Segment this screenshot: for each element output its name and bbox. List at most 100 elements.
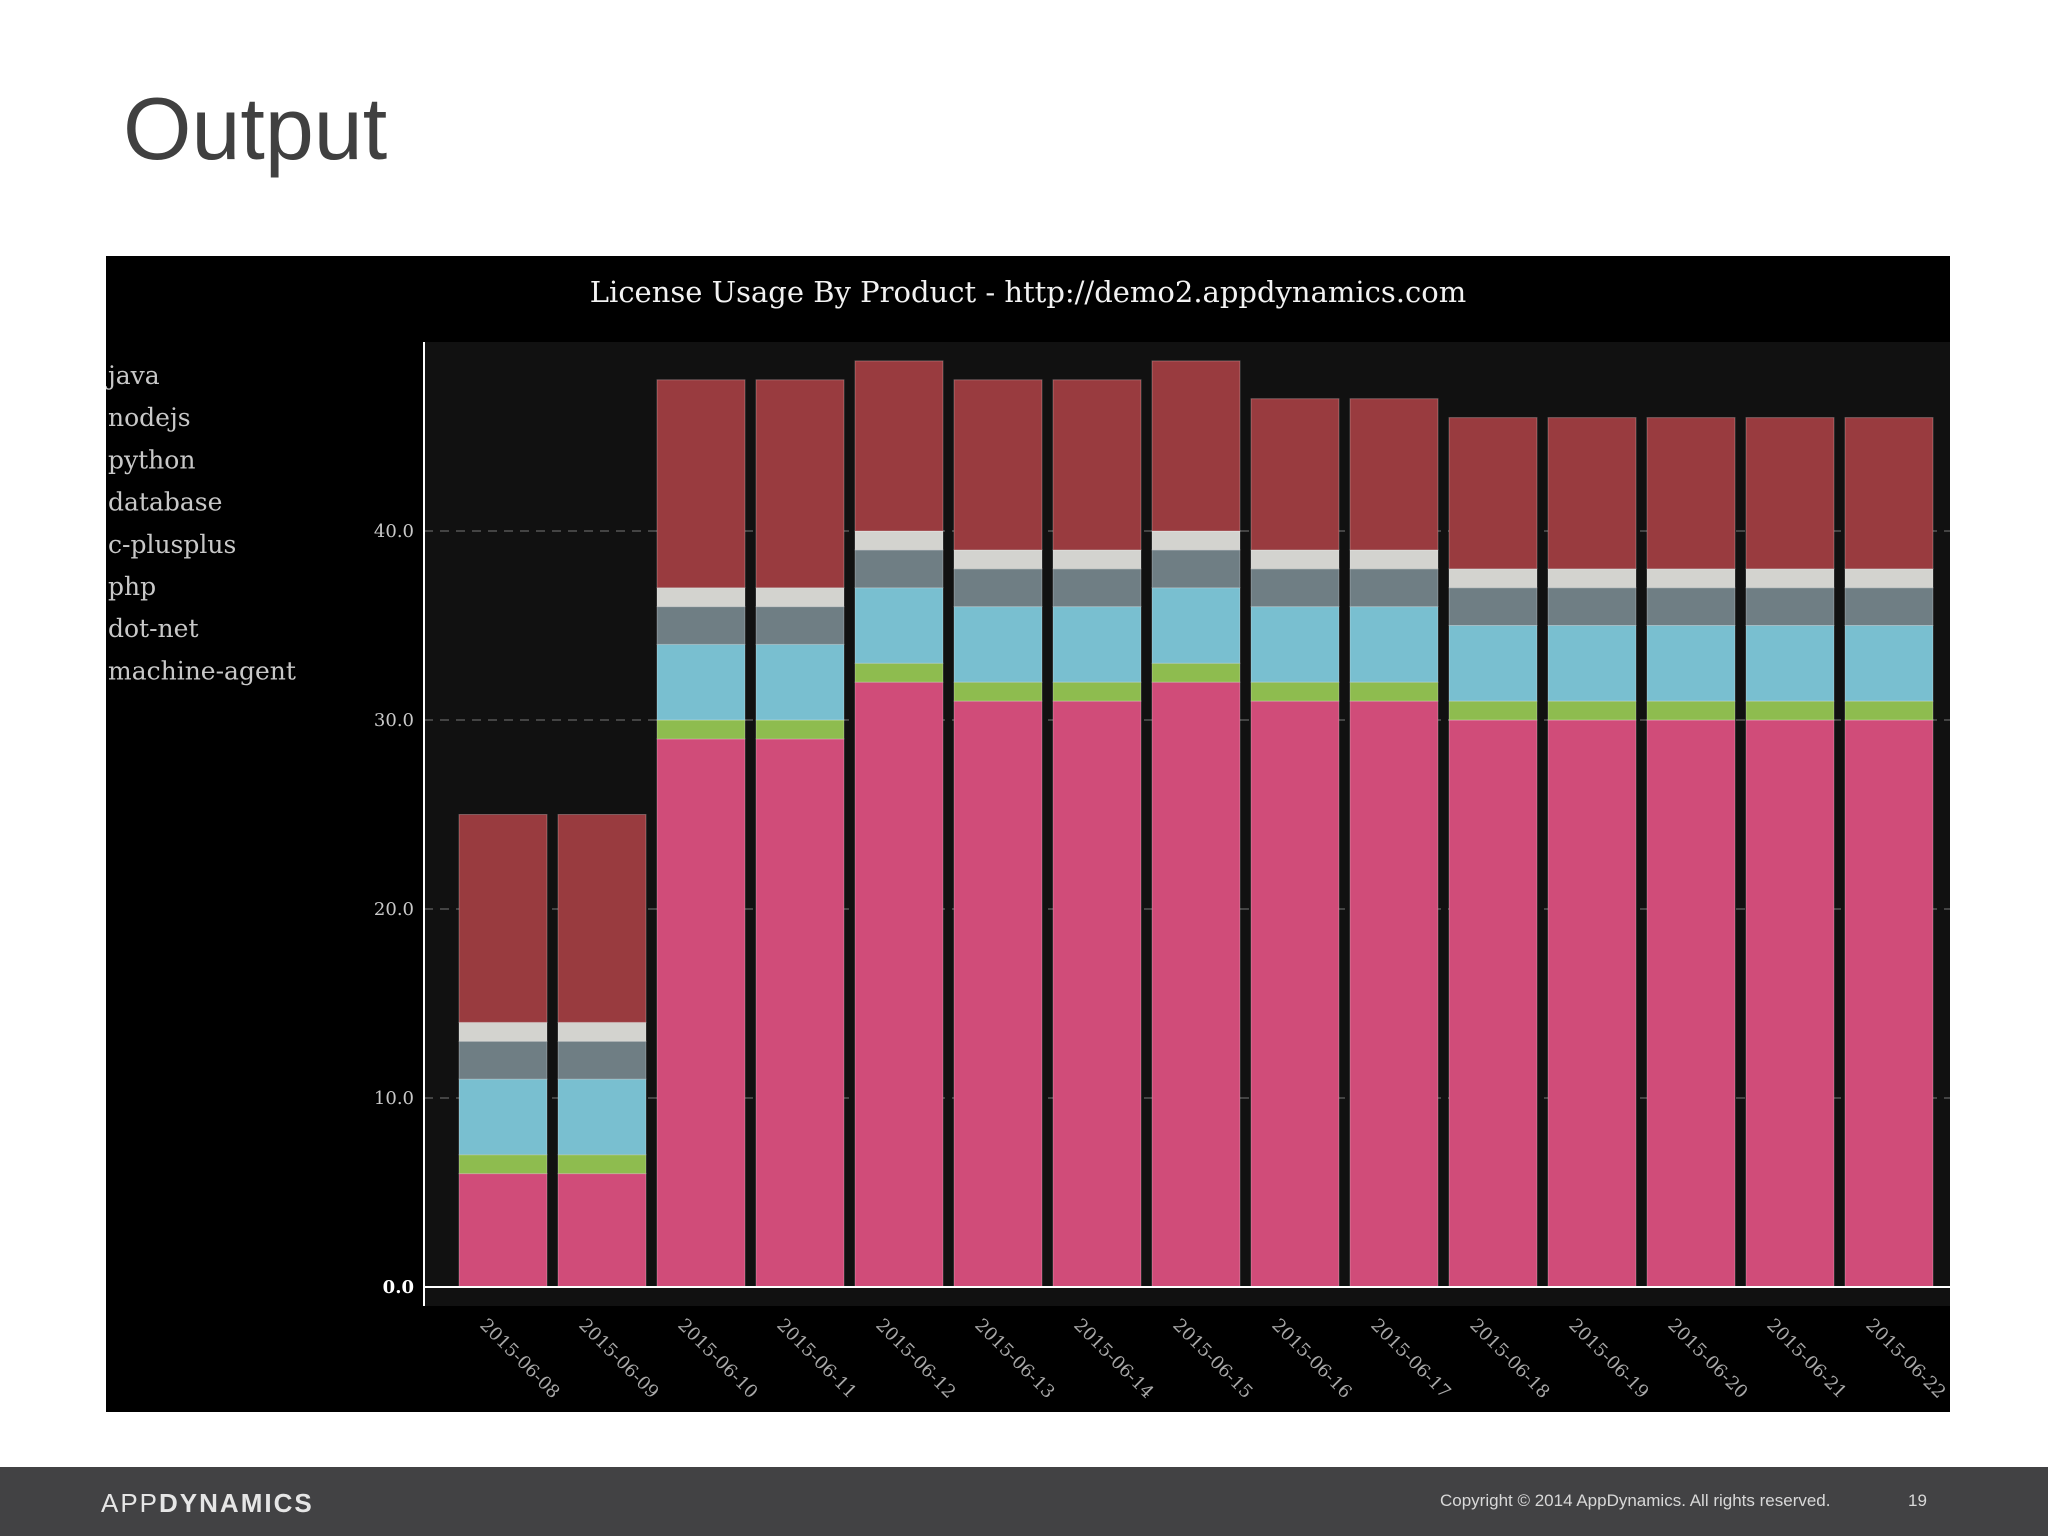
bar-segment-machine-agent	[953, 379, 1043, 551]
bar-segment-database	[1151, 549, 1241, 589]
legend-item-machine-agent: machine-agent	[108, 656, 296, 685]
bar-segment-python	[854, 587, 944, 664]
bar-segment-java	[1448, 719, 1538, 1288]
bar-segment-c-plusplus	[1151, 530, 1241, 551]
logo-text-bold: DYNAMICS	[159, 1488, 314, 1518]
bar-segment-machine-agent	[458, 814, 548, 1023]
bar-segment-machine-agent	[755, 379, 845, 589]
bar-segment-machine-agent	[1547, 417, 1637, 570]
legend-item-php: php	[108, 572, 156, 601]
bar-segment-machine-agent	[1349, 398, 1439, 551]
bar-segment-python	[1448, 625, 1538, 702]
bar-segment-nodejs	[1250, 681, 1340, 702]
bar-segment-machine-agent	[656, 379, 746, 589]
bar-segment-python	[1745, 625, 1835, 702]
bar-segment-machine-agent	[1745, 417, 1835, 570]
y-tick-label: 0.0	[383, 1277, 414, 1298]
bar-segment-c-plusplus	[458, 1021, 548, 1042]
bar-segment-database	[953, 568, 1043, 608]
legend-item-database: database	[108, 488, 222, 517]
y-tick-label: 10.0	[374, 1088, 414, 1109]
bar-segment-nodejs	[1052, 681, 1142, 702]
legend-item-nodejs: nodejs	[108, 403, 191, 432]
bar-segment-java	[1250, 700, 1340, 1288]
bar-segment-database	[656, 606, 746, 645]
bar-segment-nodejs	[1745, 700, 1835, 721]
bar-segment-java	[1349, 700, 1439, 1288]
bar-segment-database	[755, 606, 845, 645]
bar-segment-nodejs	[557, 1154, 647, 1175]
bar-segment-nodejs	[755, 719, 845, 740]
bar-segment-c-plusplus	[755, 587, 845, 608]
bar-segment-c-plusplus	[557, 1021, 647, 1042]
bar-segment-java	[656, 738, 746, 1288]
y-tick-label: 40.0	[374, 521, 414, 542]
footer-bar: APPDYNAMICS Copyright © 2014 AppDynamics…	[0, 1467, 2048, 1536]
bar-segment-python	[458, 1078, 548, 1156]
bar-segment-c-plusplus	[1745, 568, 1835, 589]
bar-segment-java	[458, 1173, 548, 1288]
bar-segment-java	[854, 681, 944, 1288]
bar-segment-python	[1349, 606, 1439, 683]
bar-segment-nodejs	[1349, 681, 1439, 702]
chart-title: License Usage By Product - http://demo2.…	[590, 275, 1466, 309]
bar-segment-c-plusplus	[854, 530, 944, 551]
bar-segment-python	[656, 643, 746, 721]
bar-segment-java	[1844, 719, 1934, 1288]
bar-segment-c-plusplus	[1349, 549, 1439, 570]
bar-segment-nodejs	[458, 1154, 548, 1175]
bar-segment-python	[1052, 606, 1142, 683]
bar-segment-machine-agent	[1151, 360, 1241, 532]
bar-segment-java	[953, 700, 1043, 1288]
bar-segment-java	[1745, 719, 1835, 1288]
bar-segment-machine-agent	[1052, 379, 1142, 551]
license-usage-chart: License Usage By Product - http://demo2.…	[106, 256, 1950, 1412]
bar-segment-java	[1151, 681, 1241, 1288]
y-tick-label: 30.0	[374, 710, 414, 731]
bar-segment-machine-agent	[1646, 417, 1736, 570]
bar-segment-database	[1646, 587, 1736, 627]
bar-segment-machine-agent	[1448, 417, 1538, 570]
legend-item-c-plusplus: c-plusplus	[108, 530, 236, 559]
copyright-text: Copyright © 2014 AppDynamics. All rights…	[1440, 1491, 1831, 1510]
slide-title: Output	[123, 79, 388, 178]
bar-segment-database	[1250, 568, 1340, 608]
bar-segment-c-plusplus	[1250, 549, 1340, 570]
bar-segment-c-plusplus	[1547, 568, 1637, 589]
bar-segment-c-plusplus	[1052, 549, 1142, 570]
bar-segment-java	[1547, 719, 1637, 1288]
bar-segment-python	[1646, 625, 1736, 702]
bar-segment-c-plusplus	[656, 587, 746, 608]
bar-segment-machine-agent	[854, 360, 944, 532]
bar-segment-database	[1349, 568, 1439, 608]
bar-segment-nodejs	[1646, 700, 1736, 721]
bar-segment-nodejs	[1448, 700, 1538, 721]
y-tick-label: 20.0	[374, 899, 414, 920]
bar-segment-machine-agent	[1844, 417, 1934, 570]
bar-segment-java	[1646, 719, 1736, 1288]
bar-segment-c-plusplus	[1448, 568, 1538, 589]
bar-segment-database	[458, 1040, 548, 1080]
bar-segment-machine-agent	[557, 814, 647, 1023]
page-number: 19	[1908, 1491, 1927, 1510]
chart-panel: License Usage By Product - http://demo2.…	[106, 256, 1950, 1412]
bar-segment-machine-agent	[1250, 398, 1340, 551]
bar-segment-database	[1052, 568, 1142, 608]
legend-item-java: java	[106, 361, 160, 390]
bar-segment-nodejs	[1547, 700, 1637, 721]
appdynamics-logo: APPDYNAMICS	[101, 1488, 314, 1519]
bar-segment-c-plusplus	[1844, 568, 1934, 589]
bar-segment-python	[557, 1078, 647, 1156]
legend-item-dot-net: dot-net	[108, 614, 199, 643]
bar-segment-nodejs	[953, 681, 1043, 702]
bar-segment-python	[1547, 625, 1637, 702]
bar-segment-java	[1052, 700, 1142, 1288]
bar-segment-c-plusplus	[1646, 568, 1736, 589]
bar-segment-python	[953, 606, 1043, 683]
bar-segment-nodejs	[1844, 700, 1934, 721]
logo-text-light: APP	[101, 1488, 160, 1518]
bar-segment-database	[1745, 587, 1835, 627]
bar-segment-database	[1448, 587, 1538, 627]
bar-segment-python	[1151, 587, 1241, 664]
bar-segment-python	[755, 643, 845, 721]
